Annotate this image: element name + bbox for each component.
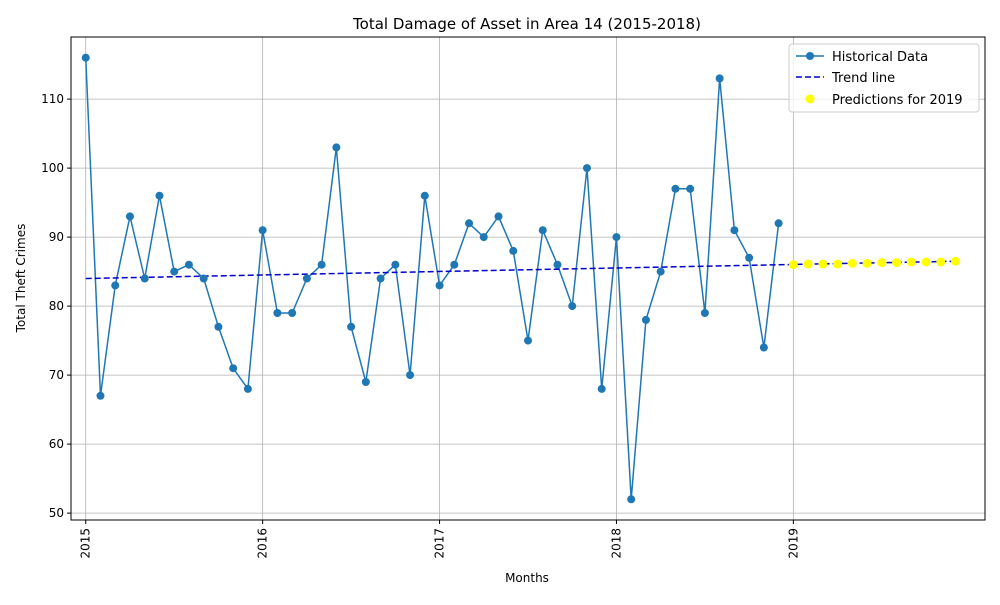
grid-layer <box>71 37 985 520</box>
historical-data-point <box>125 212 134 221</box>
prediction-point <box>862 258 872 268</box>
historical-data-point <box>553 260 562 269</box>
historical-data-point <box>686 184 695 193</box>
historical-data-point <box>627 495 636 504</box>
historical-data-point <box>479 233 488 242</box>
historical-data-point <box>524 336 532 345</box>
x-tick-label: 2019 <box>786 528 800 559</box>
historical-data-point <box>214 322 223 331</box>
prediction-point <box>951 256 961 266</box>
legend-trend-label: Trend line <box>831 71 895 86</box>
prediction-point <box>921 257 931 267</box>
y-tick-label: 50 <box>49 506 64 520</box>
y-tick-label: 60 <box>49 437 64 451</box>
historical-data-point <box>435 281 444 290</box>
y-tick-label: 100 <box>41 161 64 175</box>
historical-data-point <box>420 191 429 200</box>
historical-data-point <box>509 246 518 255</box>
historical-data-point <box>715 74 724 83</box>
historical-data-point <box>774 219 783 228</box>
prediction-point <box>803 259 813 269</box>
historical-data-point <box>759 343 768 352</box>
historical-data-point <box>641 315 650 324</box>
historical-data-point <box>582 164 591 173</box>
historical-data-point <box>302 274 311 283</box>
historical-data-point <box>745 253 754 262</box>
historical-data-point <box>406 371 415 380</box>
prediction-point <box>788 260 798 270</box>
y-axis-label: Total Theft Crimes <box>14 224 28 334</box>
historical-data-point <box>258 226 267 235</box>
x-tick-label: 2018 <box>609 528 623 559</box>
historical-data-point <box>229 364 238 373</box>
y-tick-label: 80 <box>49 299 64 313</box>
prediction-point <box>877 258 887 268</box>
historical-data-point <box>612 233 621 242</box>
historical-data-point <box>317 260 326 269</box>
prediction-point <box>833 259 843 269</box>
historical-data-point <box>597 384 606 393</box>
historical-data-point <box>494 212 503 221</box>
axis-layer: 50 60 70 80 90 100 110 2015 2016 2017 2018 2019 <box>41 92 800 558</box>
historical-data-point <box>465 219 474 228</box>
historical-data-point <box>96 391 105 400</box>
x-axis-label: Months <box>505 571 549 585</box>
x-tick-label: 2016 <box>256 528 270 559</box>
historical-data-point <box>391 260 400 269</box>
historical-data-point <box>538 226 547 235</box>
historical-data-point <box>140 274 149 283</box>
historical-data-point <box>568 302 577 311</box>
legend-prediction-label: Predictions for 2019 <box>832 93 963 108</box>
prediction-point <box>906 257 916 267</box>
historical-data-point <box>347 322 356 331</box>
historical-data-point <box>700 309 709 317</box>
historical-data-point <box>273 309 282 317</box>
legend-historical-swatch-marker <box>806 52 814 60</box>
historical-data-point <box>81 53 90 62</box>
x-tick-label: 2015 <box>79 528 93 559</box>
legend-prediction-swatch <box>805 94 815 104</box>
plot-area-frame <box>70 36 986 521</box>
legend-frame <box>788 43 980 113</box>
prediction-point <box>936 257 946 267</box>
historical-data-point <box>199 274 208 283</box>
legend-historical-label: Historical Data <box>832 50 928 65</box>
historical-data-point <box>730 226 739 235</box>
historical-data-point <box>361 378 370 386</box>
historical-data-point <box>184 260 193 269</box>
historical-data-point <box>170 267 179 276</box>
historical-data-point <box>671 184 680 193</box>
prediction-point <box>892 258 902 268</box>
x-tick-label: 2017 <box>433 528 447 559</box>
chart-title: Total Damage of Asset in Area 14 (2015-2… <box>352 15 701 33</box>
prediction-point <box>818 259 828 269</box>
prediction-point <box>847 258 857 268</box>
historical-data-point <box>332 143 341 152</box>
historical-data-point <box>450 260 459 269</box>
legend: Historical Data Trend line Predictions f… <box>788 43 980 113</box>
historical-data-point <box>111 281 120 290</box>
y-tick-label: 110 <box>41 92 64 106</box>
historical-data-point <box>376 274 385 283</box>
historical-data-point <box>243 384 252 393</box>
y-tick-label: 90 <box>49 230 64 244</box>
historical-data-point <box>155 191 164 200</box>
series-layer <box>81 53 961 504</box>
historical-data-point <box>288 309 297 317</box>
y-tick-label: 70 <box>49 368 64 382</box>
historical-data-line <box>84 57 780 501</box>
historical-data-point <box>656 267 665 276</box>
